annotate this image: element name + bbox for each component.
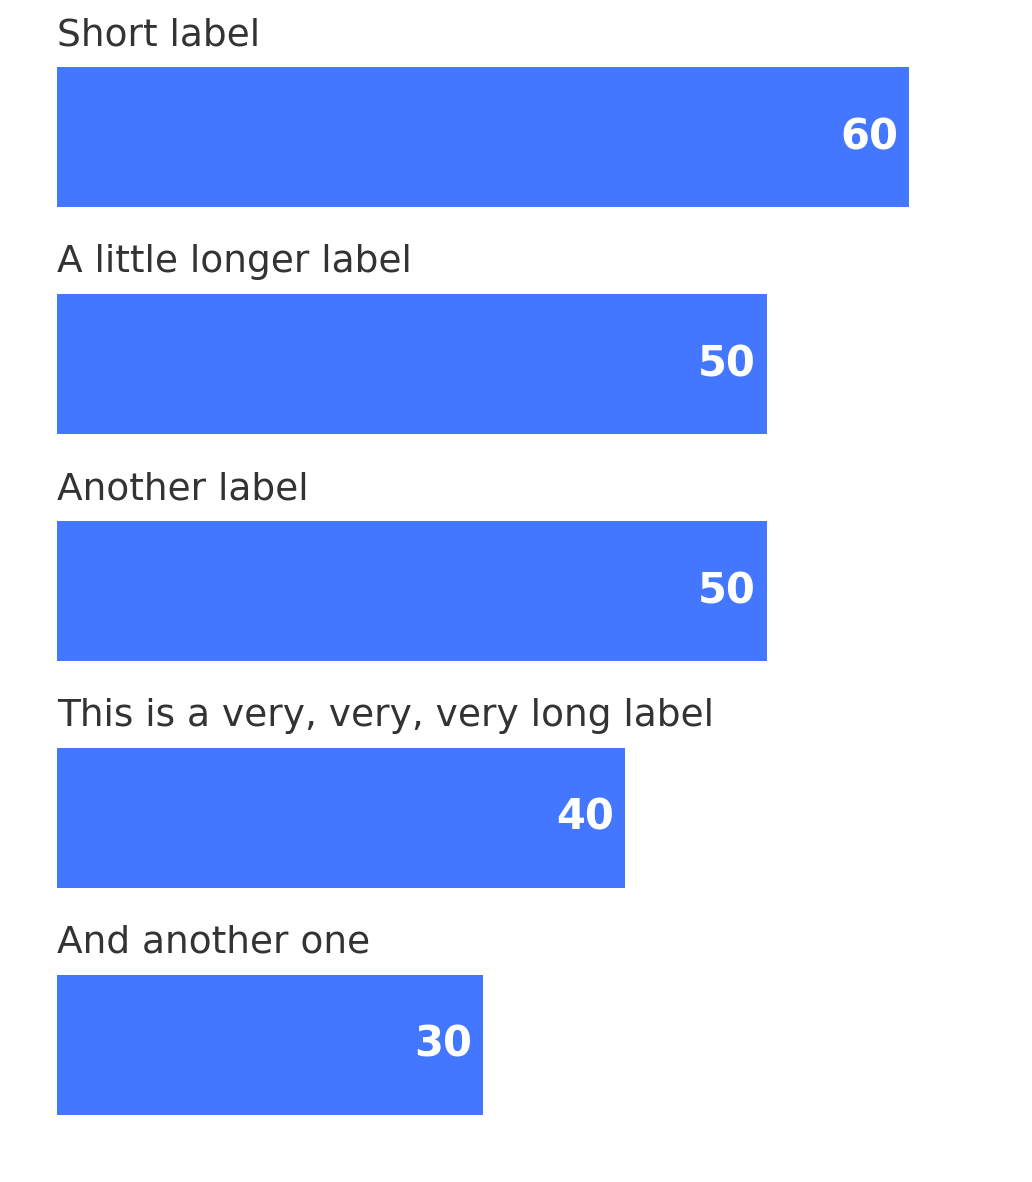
Text: And another one: And another one [57, 926, 369, 961]
Bar [57, 974, 483, 1116]
Text: 50: 50 [698, 343, 755, 385]
Text: Another label: Another label [57, 472, 309, 507]
Bar [57, 520, 767, 662]
Text: This is a very, very, very long label: This is a very, very, very long label [57, 699, 714, 734]
Text: 30: 30 [414, 1024, 472, 1066]
Bar [57, 747, 625, 889]
Bar [57, 293, 767, 435]
Text: Short label: Short label [57, 18, 260, 53]
Text: A little longer label: A little longer label [57, 245, 412, 280]
Text: 60: 60 [840, 116, 898, 158]
Bar [57, 66, 909, 208]
Text: 40: 40 [556, 797, 614, 839]
Text: 50: 50 [698, 570, 755, 612]
